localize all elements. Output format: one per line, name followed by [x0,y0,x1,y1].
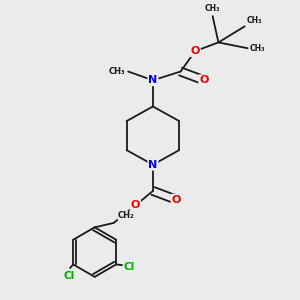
Text: N: N [148,160,158,170]
Text: O: O [190,46,200,56]
Text: CH₃: CH₃ [250,44,266,53]
Text: CH₃: CH₃ [109,67,125,76]
Text: O: O [172,195,181,205]
Text: O: O [199,75,208,85]
Text: Cl: Cl [63,271,74,281]
Text: CH₃: CH₃ [247,16,262,25]
Text: CH₂: CH₂ [118,211,135,220]
Text: CH₃: CH₃ [205,4,220,13]
Text: O: O [131,200,140,211]
Text: Cl: Cl [124,262,135,272]
Text: N: N [148,75,158,85]
